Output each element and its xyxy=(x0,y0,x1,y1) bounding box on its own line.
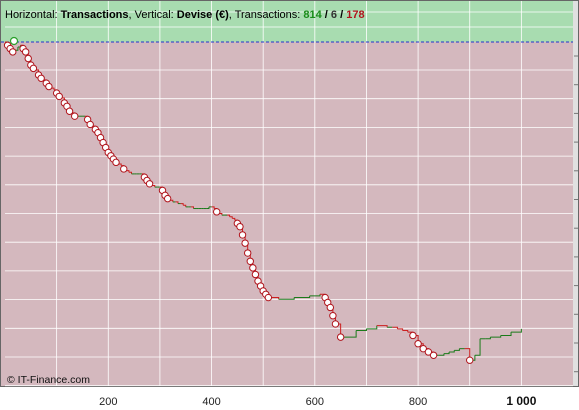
loss-segment xyxy=(180,203,184,206)
loss-segment xyxy=(392,326,398,329)
loss-zone xyxy=(1,42,573,386)
loss-segment xyxy=(190,206,194,209)
loss-trade-marker xyxy=(424,348,433,356)
loss-trade-marker xyxy=(241,239,249,247)
header-vertical-prefix: , Vertical: xyxy=(129,9,177,21)
loss-trade-marker xyxy=(65,107,74,115)
loss-trade-marker xyxy=(409,331,417,340)
header-horizontal-value: Transactions xyxy=(61,9,129,21)
x-tick-label: 800 xyxy=(409,396,427,408)
right-axis-strip xyxy=(573,1,578,386)
gain-segment xyxy=(356,328,367,332)
gain-segment xyxy=(278,297,295,300)
x-tick-label: 200 xyxy=(99,396,117,408)
gain-segment xyxy=(340,330,357,338)
x-tick-label: 400 xyxy=(202,396,220,408)
loss-segment xyxy=(376,325,388,328)
profit-zone xyxy=(1,1,573,42)
loss-segment xyxy=(397,328,404,331)
gain-segment xyxy=(449,350,455,353)
loss-trade-marker xyxy=(429,351,438,359)
gain-segment xyxy=(454,348,460,351)
copyright-text: © IT-Finance.com xyxy=(7,374,90,386)
x-axis-ticks: 200 400 600 800 1 000 xyxy=(99,394,537,408)
loss-segment xyxy=(118,163,122,166)
header-horizontal-prefix: Horizontal: xyxy=(5,9,61,21)
loss-segment xyxy=(183,204,187,207)
loss-trade-marker xyxy=(331,320,340,328)
loss-trade-marker xyxy=(86,120,94,129)
loss-trade-marker xyxy=(112,158,120,167)
header-transactions-prefix: , Transactions: xyxy=(229,9,304,21)
loss-trade-marker xyxy=(163,194,172,203)
loss-trade-marker xyxy=(45,82,53,91)
loss-trade-marker xyxy=(37,74,45,82)
loss-segment xyxy=(232,217,236,221)
x-tick-label: 600 xyxy=(306,396,324,408)
loss-trade-marker xyxy=(213,208,221,216)
loss-segment xyxy=(152,184,156,188)
gain-segment xyxy=(366,325,378,330)
chart-header: Horizontal: Transactions, Vertical: Devi… xyxy=(5,9,365,21)
header-losses-count: 178 xyxy=(346,9,364,21)
gain-segment xyxy=(443,351,450,355)
loss-trade-marker xyxy=(55,92,63,101)
loss-segment xyxy=(219,212,223,216)
loss-trade-marker xyxy=(145,180,154,188)
loss-trade-marker xyxy=(238,231,247,239)
loss-trade-marker xyxy=(329,311,337,320)
header-vertical-value: Devise (€) xyxy=(177,9,229,21)
x-tick-label: 1 000 xyxy=(506,394,536,408)
loss-segment xyxy=(227,214,231,217)
loss-segment xyxy=(402,330,409,333)
loss-segment xyxy=(170,199,174,202)
loss-trade-marker xyxy=(21,48,30,56)
loss-trade-marker xyxy=(24,54,32,63)
loss-segment xyxy=(126,170,130,173)
loss-trade-marker xyxy=(246,257,254,265)
loss-trade-marker xyxy=(120,165,128,173)
loss-trade-marker xyxy=(243,249,252,257)
gain-segment xyxy=(500,332,512,336)
loss-markers xyxy=(3,41,474,364)
header-sep2: / xyxy=(337,9,346,21)
loss-segment xyxy=(464,348,471,361)
loss-trade-marker xyxy=(466,356,474,364)
loss-trade-marker xyxy=(236,222,244,231)
loss-trade-marker xyxy=(71,112,79,120)
loss-trade-marker xyxy=(249,264,257,272)
loss-trade-marker xyxy=(29,64,38,73)
loss-segment xyxy=(51,87,55,90)
loss-trade-marker xyxy=(9,48,17,56)
loss-segment xyxy=(175,201,179,204)
gain-segment xyxy=(490,335,502,338)
header-wins-count: 814 xyxy=(303,9,322,21)
gain-segment xyxy=(294,295,311,299)
gain-segment xyxy=(485,337,491,340)
gain-segment xyxy=(206,206,210,210)
loss-trade-marker xyxy=(414,340,422,348)
gain-segment xyxy=(474,338,481,356)
loss-segment xyxy=(229,216,233,219)
gain-segment xyxy=(309,294,321,297)
start-point-marker xyxy=(9,36,19,46)
loss-segment xyxy=(128,171,133,174)
loss-trade-marker xyxy=(326,303,335,312)
loss-trade-marker xyxy=(336,333,345,341)
loss-trade-marker xyxy=(251,270,260,279)
gain-segment xyxy=(511,328,522,333)
header-neutral-count: 6 xyxy=(331,9,337,21)
gain-segment xyxy=(438,353,445,356)
loss-trade-marker xyxy=(419,344,427,353)
gain-segment xyxy=(15,46,19,51)
header-sep1: / xyxy=(322,9,331,21)
loss-segment xyxy=(211,206,215,209)
loss-trade-marker xyxy=(264,293,273,302)
